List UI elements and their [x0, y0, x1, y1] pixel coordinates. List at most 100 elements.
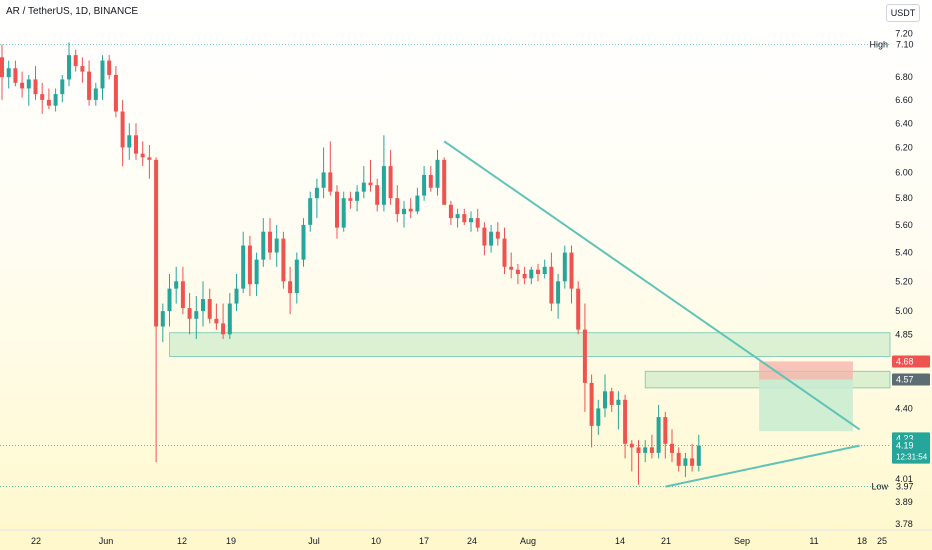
- trendline[interactable]: [665, 444, 860, 488]
- candle: [388, 166, 393, 199]
- candle: [402, 208, 406, 215]
- candle: [629, 443, 634, 448]
- candle: [194, 311, 199, 319]
- candle: [469, 218, 473, 223]
- candle: [482, 227, 487, 246]
- candle: [160, 311, 165, 327]
- candle: [281, 238, 286, 282]
- candle: [649, 447, 654, 453]
- candle: [67, 55, 71, 80]
- candle: [422, 174, 427, 196]
- candle: [643, 447, 648, 453]
- currency-button[interactable]: USDT: [886, 4, 920, 22]
- candle: [509, 266, 514, 270]
- candle: [154, 159, 159, 327]
- candle: [201, 299, 205, 312]
- candle: [542, 266, 547, 274]
- price-tag-label: 7.10: [896, 39, 914, 49]
- candle: [0, 57, 4, 78]
- price-tag-label: 4.68: [896, 356, 914, 366]
- candle: [415, 195, 420, 212]
- candle: [147, 157, 152, 160]
- candle: [616, 399, 621, 405]
- candle: [690, 458, 695, 466]
- candle: [448, 204, 453, 219]
- candle: [408, 208, 413, 212]
- price-tick-label: 5.00: [895, 306, 913, 316]
- candle: [562, 252, 567, 282]
- candle: [522, 274, 527, 279]
- candle: [53, 94, 58, 106]
- candle: [683, 458, 688, 466]
- candle: [375, 185, 380, 205]
- candle: [308, 198, 313, 225]
- candle: [569, 252, 574, 289]
- candle: [442, 159, 447, 205]
- candle: [609, 391, 614, 405]
- candle: [127, 135, 132, 148]
- candle: [502, 238, 507, 267]
- price-tick-label: 4.40: [895, 403, 913, 413]
- time-tick-label: 22: [31, 536, 41, 546]
- price-tag: [892, 373, 930, 386]
- candle: [663, 417, 668, 444]
- symbol-header: AR / TetherUS, 1D, BINANCE: [6, 6, 139, 17]
- take-profit-zone: [759, 379, 853, 432]
- time-tick-label: 25: [877, 536, 887, 546]
- candle: [107, 60, 112, 75]
- candle: [40, 94, 45, 100]
- price-tick-label: 6.80: [895, 72, 913, 82]
- candle: [395, 198, 400, 215]
- candle: [227, 303, 232, 335]
- candle: [355, 191, 360, 201]
- candle: [207, 299, 212, 319]
- candle: [489, 231, 494, 246]
- candle: [428, 174, 433, 188]
- candle: [348, 198, 353, 201]
- price-tick-label: 5.20: [895, 276, 913, 286]
- candle: [696, 445, 701, 466]
- candle: [576, 288, 581, 330]
- time-tick-label: Sep: [734, 536, 750, 546]
- price-tick-label: 5.40: [895, 248, 913, 258]
- price-tick-label: 6.60: [895, 95, 913, 105]
- candle: [87, 71, 92, 100]
- candle: [321, 172, 326, 188]
- time-tick-label: 11: [809, 536, 818, 546]
- candle: [455, 214, 460, 219]
- level-tag: Low: [871, 482, 888, 492]
- candle: [241, 245, 246, 289]
- candle: [335, 191, 339, 228]
- time-tick-label: 12: [177, 536, 187, 546]
- price-tick-label: 7.20: [895, 29, 913, 39]
- trendline[interactable]: [443, 140, 861, 431]
- candle: [515, 269, 520, 274]
- time-tick-label: 17: [419, 536, 429, 546]
- candle: [495, 231, 500, 239]
- candle: [174, 281, 179, 289]
- candle: [582, 329, 587, 383]
- candle: [73, 55, 78, 67]
- candle: [536, 269, 540, 274]
- candle: [670, 443, 674, 453]
- price-tag-label: 4.19: [896, 441, 914, 451]
- candle: [435, 159, 440, 188]
- candle: [13, 68, 18, 83]
- candle: [221, 323, 226, 335]
- candle: [596, 408, 601, 426]
- candle: [214, 318, 219, 324]
- candle: [294, 259, 299, 294]
- countdown-label: 12:31:54: [896, 453, 928, 462]
- candle: [274, 238, 279, 253]
- candle: [80, 66, 85, 72]
- time-tick-label: Jul: [308, 536, 320, 546]
- candle: [6, 68, 11, 78]
- candle: [261, 231, 266, 260]
- candle: [134, 135, 138, 154]
- candle: [288, 281, 293, 294]
- price-tag-label: 4.23: [896, 433, 914, 443]
- price-tick-label: 5.60: [895, 220, 913, 230]
- price-tick-label: 3.78: [895, 519, 913, 529]
